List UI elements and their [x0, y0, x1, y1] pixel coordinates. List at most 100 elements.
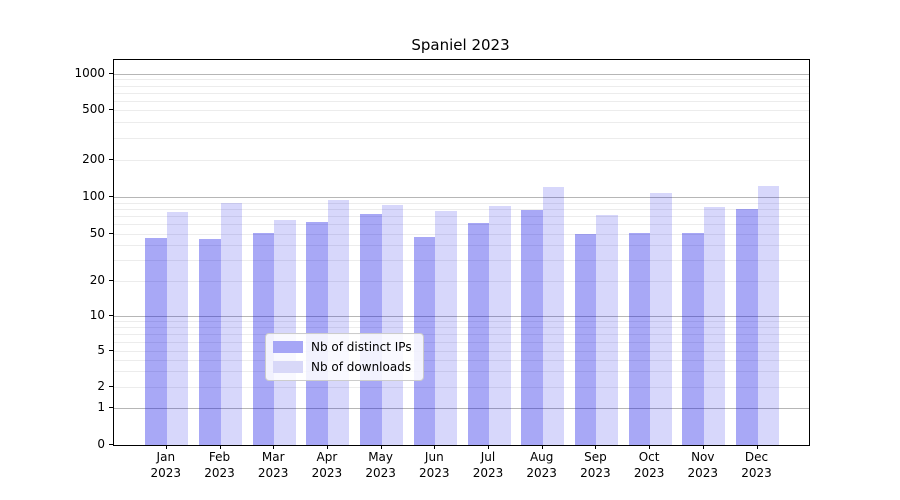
gridline-800 — [114, 85, 809, 87]
x-tick-month: Jul — [480, 450, 496, 464]
x-tick-year: 2023 — [633, 466, 665, 480]
x-tick-label-apr: Apr 2023 — [299, 449, 355, 481]
bar-nb-of-downloads-jan — [166, 212, 189, 445]
gridline-8 — [114, 327, 809, 329]
y-tick-label-50: 50 — [89, 226, 105, 240]
legend: Nb of distinct IPs Nb of downloads — [265, 333, 424, 381]
x-tick-mark-may — [380, 445, 382, 449]
gridline-60 — [114, 224, 809, 226]
legend-label-downloads: Nb of downloads — [311, 360, 412, 374]
gridline-70 — [114, 216, 809, 218]
gridline-400 — [114, 122, 809, 124]
x-tick-mark-apr — [326, 445, 328, 449]
y-tick-label-5: 5 — [97, 343, 105, 357]
gridline-10 — [114, 316, 809, 317]
x-tick-mark-sep — [595, 445, 597, 449]
x-tick-month: Aug — [529, 450, 554, 464]
y-tick-label-0: 0 — [97, 437, 105, 451]
bar-nb-of-downloads-dec — [757, 185, 779, 445]
legend-swatch-distinct-ips — [273, 341, 303, 353]
y-tick-label-2: 2 — [97, 379, 105, 393]
x-tick-month: Jan — [156, 450, 176, 464]
gridline-50 — [114, 234, 809, 235]
x-tick-month: May — [368, 450, 393, 464]
x-tick-month: Feb — [208, 450, 231, 464]
gridline-3 — [114, 371, 809, 373]
gridline-300 — [114, 137, 809, 139]
x-tick-mark-aug — [541, 445, 543, 449]
x-tick-mark-feb — [219, 445, 221, 449]
y-tick-mark-1 — [109, 407, 113, 408]
x-tick-label-oct: Oct 2023 — [621, 449, 677, 481]
x-tick-month: Mar — [261, 450, 285, 464]
y-tick-mark-5 — [109, 350, 113, 351]
x-tick-year: 2023 — [311, 466, 343, 480]
gridline-100 — [114, 197, 809, 198]
gridline-200 — [114, 160, 809, 161]
y-tick-mark-200 — [109, 159, 113, 160]
x-tick-year: 2023 — [472, 466, 504, 480]
legend-item-distinct-ips: Nb of distinct IPs — [273, 339, 412, 355]
x-tick-year: 2023 — [365, 466, 396, 480]
y-tick-label-100: 100 — [82, 189, 105, 203]
bar-nb-of-downloads-apr — [327, 200, 350, 445]
x-tick-label-nov: Nov 2023 — [675, 449, 731, 481]
x-tick-month: Nov — [691, 450, 715, 464]
y-tick-label-1: 1 — [97, 400, 105, 414]
plot-area — [113, 59, 810, 446]
x-tick-label-jun: Jun 2023 — [406, 449, 462, 481]
gridline-500 — [114, 110, 809, 111]
gridline-30 — [114, 260, 809, 262]
y-tick-label-10: 10 — [89, 308, 105, 322]
gridline-9 — [114, 321, 809, 323]
gridline-5 — [114, 351, 809, 352]
x-tick-month: Apr — [316, 450, 338, 464]
bar-nb-of-downloads-aug — [542, 186, 565, 445]
x-tick-month: Oct — [638, 450, 660, 464]
y-tick-label-20: 20 — [89, 273, 105, 287]
x-tick-year: 2023 — [526, 466, 557, 480]
y-tick-mark-100 — [109, 196, 113, 197]
x-tick-mark-jan — [165, 445, 167, 449]
gridline-80 — [114, 208, 809, 210]
bar-nb-of-downloads-mar — [274, 219, 296, 445]
x-tick-year: 2023 — [419, 466, 450, 480]
gridline-90 — [114, 202, 809, 204]
bar-nb-of-distinct-ips-feb — [199, 239, 221, 445]
x-tick-label-dec: Dec 2023 — [729, 449, 785, 481]
y-tick-label-1000: 1000 — [74, 66, 105, 80]
gridline-1000 — [114, 74, 809, 75]
y-tick-mark-50 — [109, 233, 113, 234]
x-tick-mark-dec — [756, 445, 758, 449]
gridline-6 — [114, 341, 809, 343]
bar-nb-of-downloads-oct — [650, 192, 672, 445]
bar-nb-of-distinct-ips-aug — [521, 209, 543, 445]
x-tick-mark-nov — [702, 445, 704, 449]
gridline-2 — [114, 387, 809, 388]
legend-label-distinct-ips: Nb of distinct IPs — [311, 340, 412, 354]
chart-title: Spaniel 2023 — [411, 36, 510, 54]
gridline-600 — [114, 100, 809, 102]
x-tick-label-feb: Feb 2023 — [192, 449, 248, 481]
x-tick-year: 2023 — [687, 466, 719, 480]
bar-nb-of-downloads-sep — [596, 215, 618, 445]
bar-nb-of-distinct-ips-oct — [628, 232, 651, 445]
y-tick-mark-10 — [109, 315, 113, 316]
x-tick-year: 2023 — [150, 466, 182, 480]
y-tick-label-200: 200 — [82, 152, 105, 166]
x-tick-month: Jun — [424, 450, 444, 464]
bar-nb-of-downloads-jul — [489, 206, 511, 445]
x-tick-label-jan: Jan 2023 — [138, 449, 194, 481]
bar-nb-of-downloads-jun — [435, 210, 457, 445]
bar-nb-of-distinct-ips-nov — [682, 232, 704, 445]
x-tick-mark-mar — [273, 445, 275, 449]
x-tick-month: Dec — [744, 450, 769, 464]
x-tick-label-jul: Jul 2023 — [460, 449, 516, 481]
bar-nb-of-distinct-ips-dec — [736, 208, 758, 445]
y-tick-mark-1000 — [109, 73, 113, 74]
gridline-1 — [114, 408, 809, 409]
bar-nb-of-distinct-ips-jul — [467, 222, 489, 445]
bar-nb-of-downloads-nov — [703, 206, 726, 445]
x-tick-label-sep: Sep 2023 — [567, 449, 623, 481]
